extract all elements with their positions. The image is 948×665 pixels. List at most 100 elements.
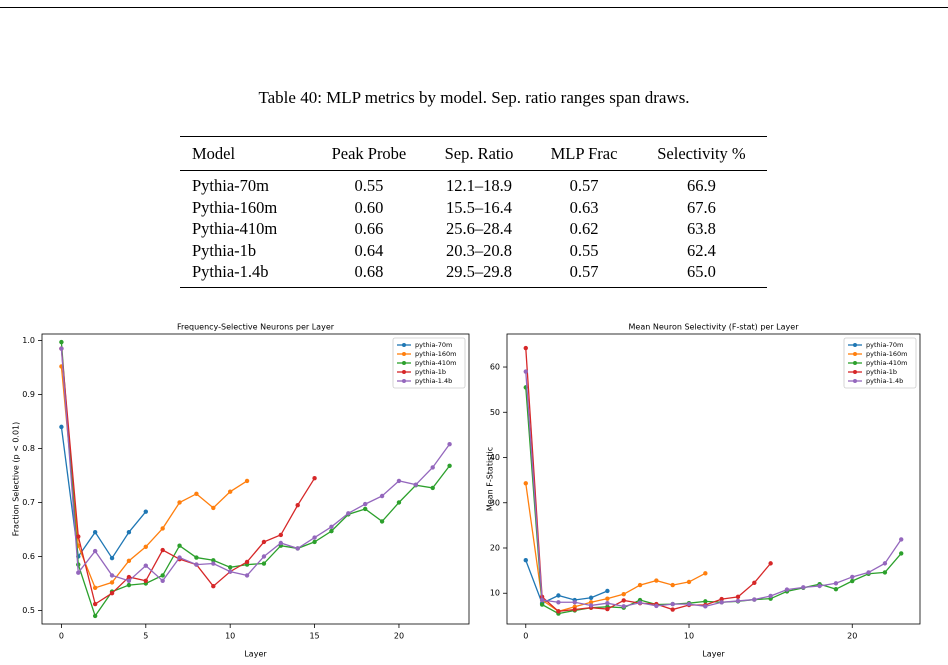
series-line <box>525 371 902 608</box>
data-point <box>523 345 528 351</box>
data-point <box>430 465 435 470</box>
data-point <box>126 529 132 535</box>
data-point <box>143 563 148 568</box>
data-point <box>346 511 351 516</box>
column-header: Model <box>180 136 313 171</box>
data-point <box>211 583 216 589</box>
x-tick-label: 20 <box>847 632 857 641</box>
data-point <box>539 602 545 607</box>
table-cell: 0.55 <box>569 240 599 260</box>
data-point <box>92 529 98 535</box>
legend-marker <box>402 343 406 347</box>
data-point <box>227 489 233 494</box>
data-point <box>126 578 132 583</box>
data-point <box>126 582 132 588</box>
data-point <box>92 601 98 607</box>
data-point <box>621 591 626 597</box>
legend-marker <box>402 361 406 365</box>
table-cell: 0.68 <box>354 262 384 281</box>
data-point <box>752 580 757 586</box>
x-tick-label: 10 <box>684 632 694 641</box>
data-point <box>833 586 839 592</box>
data-point <box>194 562 199 567</box>
table-caption: Table 40: MLP metrics by model. Sep. rat… <box>258 88 690 107</box>
data-point <box>703 599 708 604</box>
legend-label: pythia-410m <box>415 359 457 367</box>
data-point <box>177 555 182 560</box>
table-cell: Pythia-70m <box>192 176 269 195</box>
data-point <box>605 588 610 594</box>
data-point <box>227 565 233 570</box>
data-point <box>396 478 402 484</box>
data-point <box>866 570 871 575</box>
data-point <box>556 600 561 605</box>
data-point <box>194 555 199 560</box>
data-point <box>143 578 148 583</box>
table-cell: 63.8 <box>687 219 716 238</box>
data-point <box>261 539 267 545</box>
legend-marker <box>402 352 406 356</box>
data-point <box>588 603 594 608</box>
data-point <box>719 600 724 605</box>
data-point <box>850 578 855 584</box>
data-point <box>160 547 165 553</box>
data-point <box>59 346 64 351</box>
data-point <box>109 591 115 596</box>
y-tick-label: 1.0 <box>22 336 35 345</box>
data-point <box>605 606 610 612</box>
data-point <box>654 603 659 609</box>
data-point <box>59 339 64 345</box>
legend-label: pythia-160m <box>415 350 457 358</box>
legend-marker <box>402 379 406 383</box>
column-header: Sep. Ratio <box>425 136 533 171</box>
data-point <box>92 548 98 554</box>
data-point <box>244 573 250 578</box>
data-point <box>654 578 659 583</box>
series-line <box>525 483 706 613</box>
data-point <box>621 598 626 603</box>
table-cell: Pythia-1b <box>192 240 257 260</box>
column-header: MLP Frac <box>532 136 636 171</box>
x-axis-label: Layer <box>702 650 725 659</box>
table-cell: Pythia-160m <box>192 197 278 217</box>
y-tick-label: 60 <box>490 363 500 372</box>
table-cell: 25.6–28.4 <box>445 219 512 238</box>
table-row: Pythia-160m 0.60 15.5–16.4 0.63 67.6 <box>180 197 767 219</box>
x-tick-label: 10 <box>225 632 235 641</box>
data-point <box>329 524 334 529</box>
table-cell: 67.6 <box>687 197 716 217</box>
data-point <box>833 581 839 586</box>
data-point <box>312 539 317 545</box>
legend-marker <box>853 370 857 374</box>
data-point <box>899 537 904 542</box>
x-tick-label: 0 <box>59 632 64 641</box>
table-cell: 66.9 <box>687 176 716 195</box>
data-point <box>109 573 115 578</box>
data-point <box>670 607 675 612</box>
data-point <box>523 481 528 486</box>
data-point <box>76 534 81 539</box>
legend-box <box>843 337 917 389</box>
legend-label: pythia-1b <box>866 368 897 376</box>
legend-marker <box>402 370 406 374</box>
data-point <box>621 604 626 609</box>
series-line <box>525 559 608 605</box>
data-point <box>850 574 855 580</box>
table-cell: 15.5–16.4 <box>445 197 512 217</box>
table-cell: 12.1–18.9 <box>445 176 512 195</box>
chart-title: Mean Neuron Selectivity (F-stat) per Lay… <box>629 323 800 332</box>
data-point <box>588 600 594 605</box>
legend-marker <box>853 361 857 365</box>
data-point <box>637 582 643 588</box>
data-point <box>735 594 741 600</box>
y-tick-label: 20 <box>490 543 500 552</box>
data-point <box>413 482 419 487</box>
data-point <box>703 604 708 609</box>
data-point <box>447 441 452 447</box>
legend-label: pythia-410m <box>866 359 908 367</box>
table-cell: 0.62 <box>569 219 599 238</box>
data-point <box>329 528 334 534</box>
data-point <box>539 597 545 603</box>
legend-label: pythia-70m <box>415 341 452 349</box>
